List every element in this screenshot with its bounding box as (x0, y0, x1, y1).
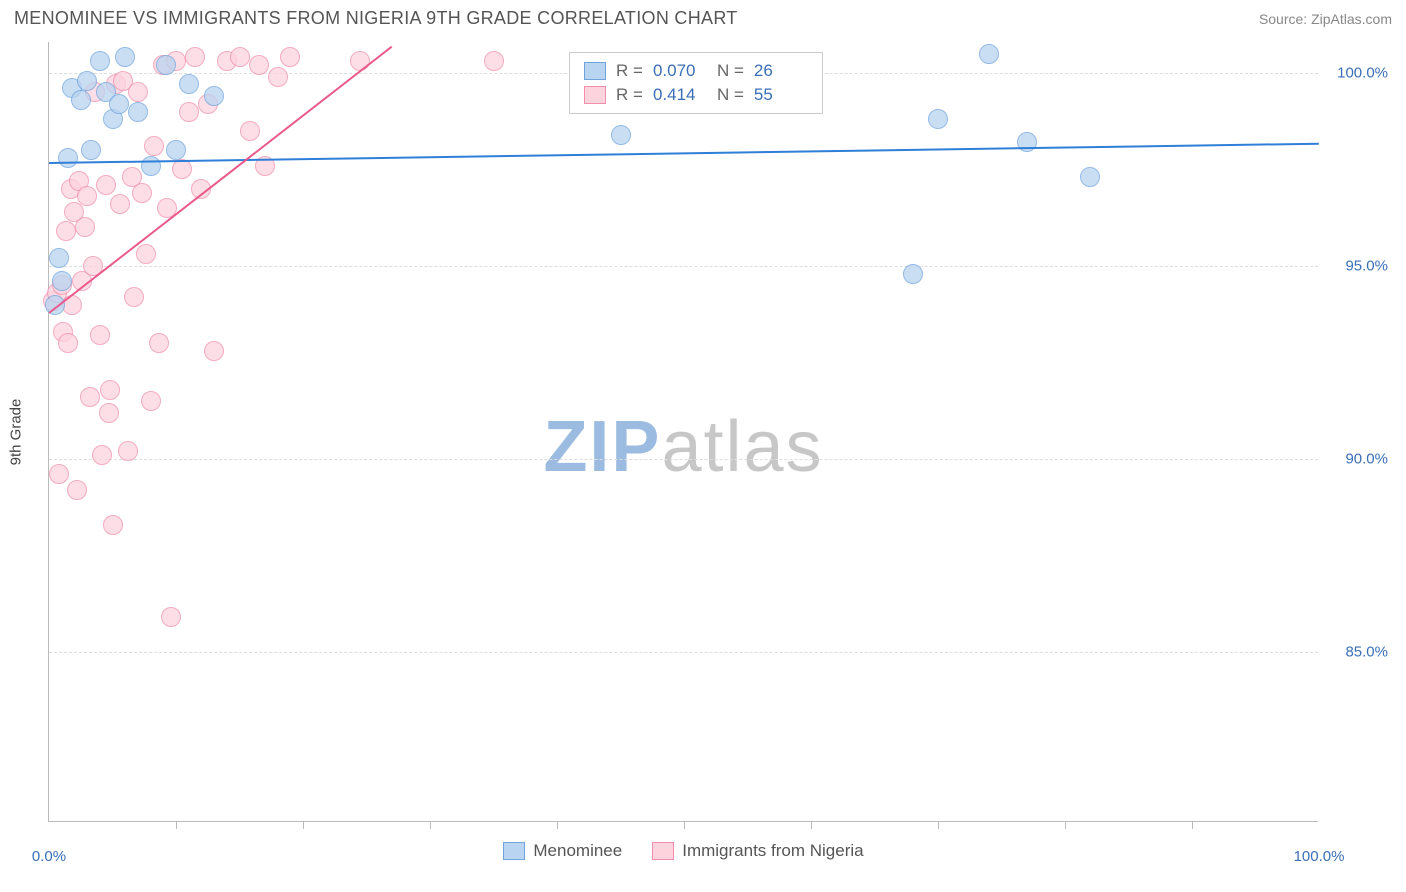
data-point (109, 94, 129, 114)
y-axis-title: 9th Grade (8, 399, 25, 466)
data-point (71, 90, 91, 110)
trend-line (49, 142, 1319, 163)
y-tick-label: 95.0% (1328, 257, 1388, 274)
data-point (1080, 167, 1100, 187)
source-label: Source: ZipAtlas.com (1259, 11, 1392, 27)
data-point (49, 464, 69, 484)
data-point (179, 102, 199, 122)
y-tick-label: 85.0% (1328, 644, 1388, 661)
stats-box: R =0.070N =26R =0.414N =55 (569, 52, 823, 114)
gridline (49, 266, 1318, 267)
watermark-rest: atlas (661, 407, 823, 487)
data-point (67, 480, 87, 500)
watermark: ZIPatlas (543, 406, 823, 488)
data-point (90, 51, 110, 71)
stats-row: R =0.414N =55 (584, 83, 808, 107)
data-point (77, 186, 97, 206)
x-tick (1192, 821, 1193, 829)
data-point (240, 121, 260, 141)
data-point (110, 194, 130, 214)
data-point (204, 86, 224, 106)
data-point (185, 47, 205, 67)
legend-label: Menominee (533, 841, 622, 861)
data-point (75, 217, 95, 237)
data-point (979, 44, 999, 64)
x-tick (430, 821, 431, 829)
data-point (115, 47, 135, 67)
data-point (249, 55, 269, 75)
chart-title: MENOMINEE VS IMMIGRANTS FROM NIGERIA 9TH… (14, 8, 738, 29)
data-point (230, 47, 250, 67)
data-point (99, 403, 119, 423)
legend-item: Menominee (503, 841, 622, 861)
data-point (52, 271, 72, 291)
data-point (58, 333, 78, 353)
legend-swatch (503, 842, 525, 860)
data-point (280, 47, 300, 67)
data-point (166, 140, 186, 160)
plot-wrap: 9th Grade ZIPatlas 100.0%95.0%90.0%85.0%… (48, 42, 1388, 822)
data-point (96, 175, 116, 195)
x-tick (303, 821, 304, 829)
data-point (49, 248, 69, 268)
data-point (136, 244, 156, 264)
legend-swatch (652, 842, 674, 860)
x-tick (938, 821, 939, 829)
legend: Menominee Immigrants from Nigeria (49, 841, 1318, 861)
data-point (92, 445, 112, 465)
x-tick (811, 821, 812, 829)
data-point (484, 51, 504, 71)
data-point (128, 102, 148, 122)
legend-swatch (584, 62, 606, 80)
data-point (141, 391, 161, 411)
data-point (1017, 132, 1037, 152)
data-point (80, 387, 100, 407)
x-tick (176, 821, 177, 829)
data-point (179, 74, 199, 94)
data-point (268, 67, 288, 87)
data-point (141, 156, 161, 176)
data-point (611, 125, 631, 145)
stats-row: R =0.070N =26 (584, 59, 808, 83)
data-point (124, 287, 144, 307)
legend-item: Immigrants from Nigeria (652, 841, 863, 861)
legend-label: Immigrants from Nigeria (682, 841, 863, 861)
data-point (172, 159, 192, 179)
data-point (118, 441, 138, 461)
x-tick (557, 821, 558, 829)
gridline (49, 652, 1318, 653)
y-tick-label: 90.0% (1328, 451, 1388, 468)
data-point (103, 515, 123, 535)
x-tick (684, 821, 685, 829)
data-point (90, 325, 110, 345)
data-point (58, 148, 78, 168)
legend-swatch (584, 86, 606, 104)
data-point (81, 140, 101, 160)
watermark-bold: ZIP (543, 407, 661, 487)
data-point (56, 221, 76, 241)
data-point (204, 341, 224, 361)
gridline (49, 459, 1318, 460)
plot-area: ZIPatlas 100.0%95.0%90.0%85.0%0.0%100.0%… (48, 42, 1318, 822)
data-point (128, 82, 148, 102)
data-point (149, 333, 169, 353)
data-point (156, 55, 176, 75)
data-point (77, 71, 97, 91)
y-tick-label: 100.0% (1328, 64, 1388, 81)
data-point (132, 183, 152, 203)
x-tick (1065, 821, 1066, 829)
data-point (928, 109, 948, 129)
data-point (144, 136, 164, 156)
data-point (903, 264, 923, 284)
data-point (100, 380, 120, 400)
data-point (161, 607, 181, 627)
